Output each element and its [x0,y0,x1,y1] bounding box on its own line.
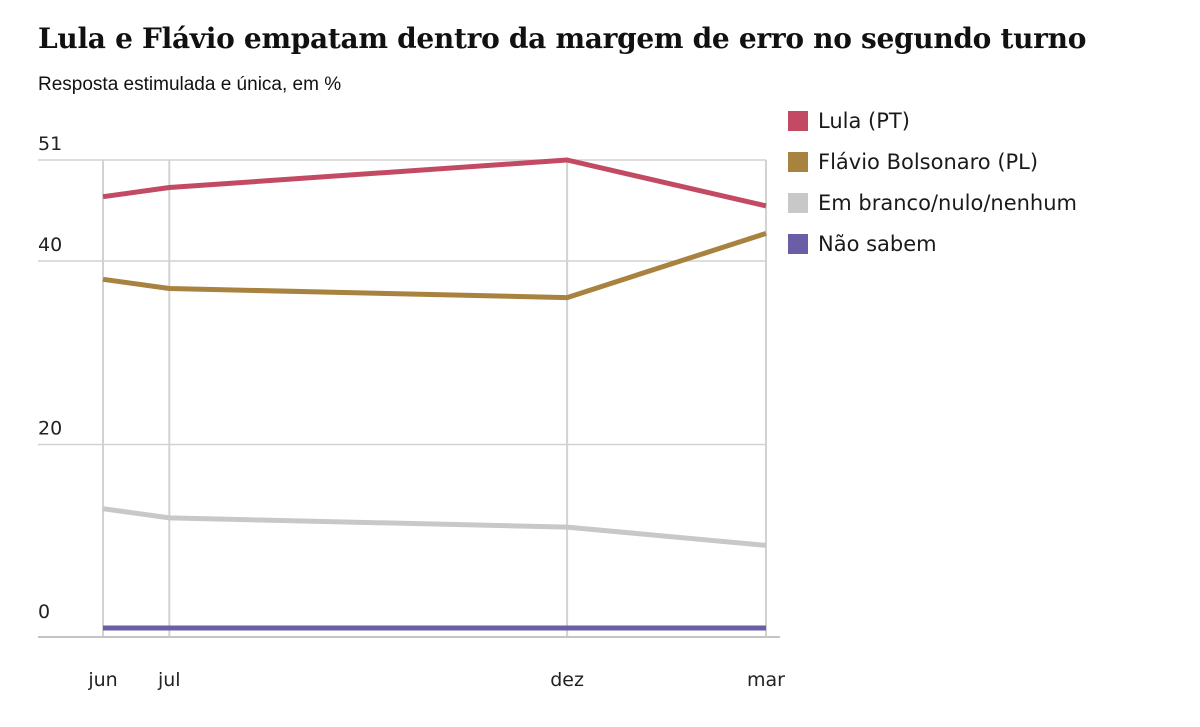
legend-item-nao-sabem[interactable]: Não sabem [788,223,1077,264]
legend-swatch-branco-nulo [788,192,808,213]
x-tick-label-mar: mar [747,669,785,691]
x-axis-ticks: jun jul dez mar [87,669,785,691]
series-line-branco-nulo [102,506,767,548]
y-axis-ticks: 0 20 40 51 [38,133,62,623]
y-tick-label-40: 40 [38,234,62,256]
vertical-gridlines [102,160,767,636]
legend-swatch-nao-sabem [788,233,808,254]
legend-label-branco-nulo: Em branco/nulo/nenhum [818,190,1078,215]
y-tick-label-0: 0 [38,601,50,623]
series-lines [102,157,767,631]
x-tick-label-dez: dez [550,669,584,691]
legend-swatch-lula [788,110,808,131]
chart-subtitle: Resposta estimulada e única, em % [38,74,342,95]
legend-item-branco-nulo[interactable]: Em branco/nulo/nenhum [788,182,1077,223]
y-tick-label-20: 20 [38,417,62,439]
legend-label-flavio: Flávio Bolsonaro (PL) [818,149,1039,174]
series-line-flavio [102,231,767,301]
legend-item-lula[interactable]: Lula (PT) [788,100,1077,141]
chart-title: Lula e Flávio empatam dentro da margem d… [38,22,1087,55]
x-tick-label-jul: jul [157,669,181,691]
legend-swatch-flavio [788,151,808,172]
legend-label-nao-sabem: Não sabem [818,231,937,256]
legend-item-flavio[interactable]: Flávio Bolsonaro (PL) [788,141,1077,182]
x-tick-label-jun: jun [87,669,117,691]
legend: Lula (PT) Flávio Bolsonaro (PL) Em branc… [788,100,1077,264]
series-line-lula [102,157,767,209]
y-tick-label-51: 51 [38,133,62,155]
horizontal-gridlines [38,159,766,446]
legend-label-lula: Lula (PT) [818,108,910,133]
